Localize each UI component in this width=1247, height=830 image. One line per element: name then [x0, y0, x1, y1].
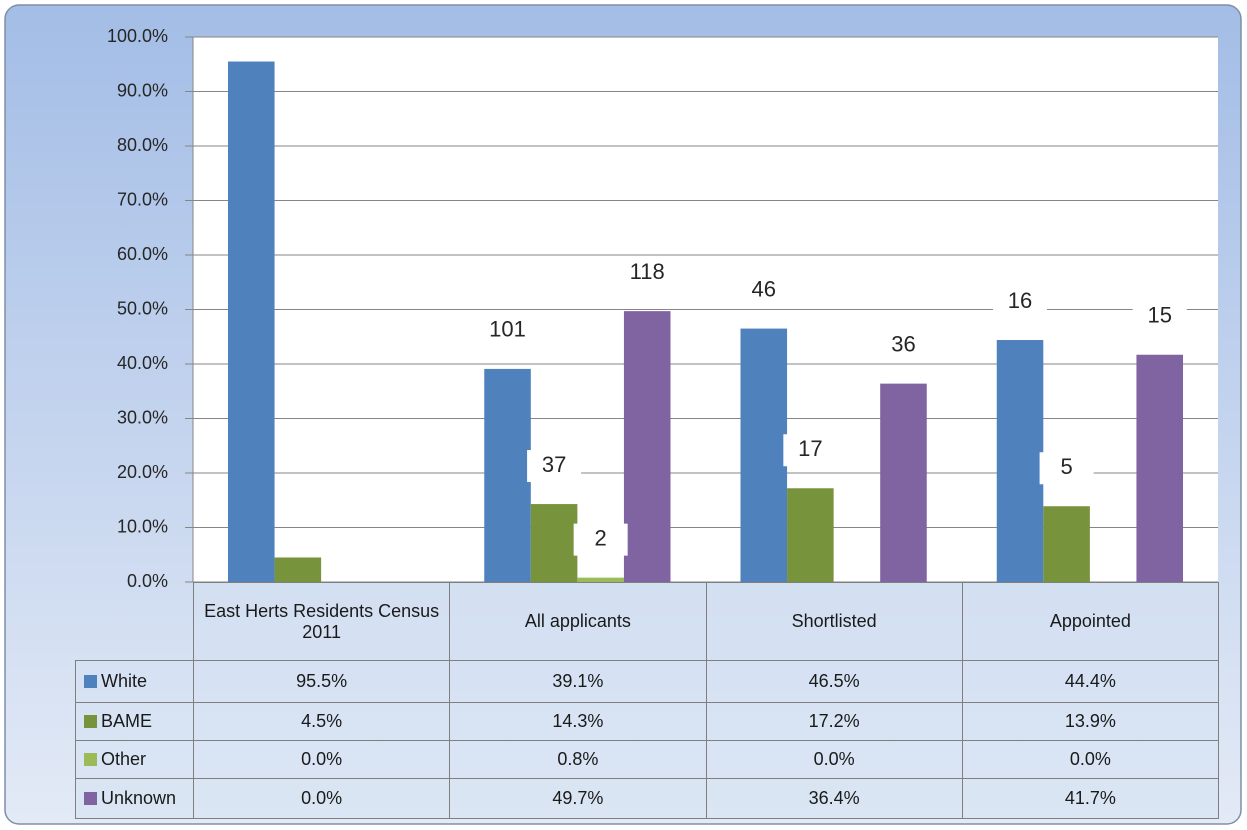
- data-label: 17: [798, 436, 822, 461]
- legend-cell: White: [75, 660, 194, 703]
- legend-swatch: [84, 753, 97, 766]
- series-row: Other 0.0% 0.8% 0.0% 0.0%: [75, 740, 1220, 779]
- value-cell: 49.7%: [449, 778, 707, 819]
- data-label: 37: [542, 452, 566, 477]
- category-cell: All applicants: [449, 582, 707, 661]
- value-cell: 0.0%: [192, 778, 451, 819]
- y-tick-label: 30.0%: [117, 407, 168, 427]
- value-cell: 36.4%: [705, 778, 963, 819]
- value-cell: 4.5%: [192, 702, 451, 741]
- value-cell: 41.7%: [961, 778, 1220, 819]
- legend-label: White: [101, 671, 148, 691]
- bar: [274, 557, 322, 582]
- bar: [740, 328, 788, 582]
- y-tick-label: 70.0%: [117, 189, 168, 209]
- data-label: 15: [1147, 303, 1171, 328]
- category-cell: Appointed: [961, 582, 1220, 661]
- data-label-bg: [573, 523, 628, 556]
- legend-label: Other: [101, 749, 147, 769]
- category-cell: Shortlisted: [705, 582, 963, 661]
- bar: [1043, 506, 1090, 582]
- legend-cell: BAME: [75, 702, 194, 741]
- y-tick-label: 80.0%: [117, 135, 168, 155]
- bar: [1136, 354, 1183, 582]
- data-label: 5: [1060, 454, 1072, 479]
- value-cell: 13.9%: [961, 702, 1220, 741]
- bar: [787, 488, 834, 582]
- data-label: 46: [752, 276, 776, 301]
- y-tick-label: 100.0%: [107, 26, 168, 46]
- bar: [530, 504, 578, 582]
- y-tick-label: 60.0%: [117, 244, 168, 264]
- data-label-bg: [993, 286, 1048, 319]
- legend-cell: Other: [75, 740, 194, 779]
- data-table: East Herts Residents Census 2011 All appl…: [75, 582, 1220, 819]
- y-tick-label: 40.0%: [117, 353, 168, 373]
- y-tick-label: 50.0%: [117, 298, 168, 318]
- bar: [996, 340, 1044, 582]
- series-row: White 95.5% 39.1% 46.5% 44.4%: [75, 660, 1220, 703]
- data-label-bg: [783, 434, 838, 467]
- legend-swatch: [84, 792, 97, 805]
- data-label-bg: [876, 329, 931, 362]
- value-cell: 0.0%: [961, 740, 1220, 779]
- data-label-bg: [1132, 300, 1187, 333]
- value-cell: 14.3%: [449, 702, 707, 741]
- value-cell: 0.0%: [192, 740, 451, 779]
- value-cell: 0.0%: [705, 740, 963, 779]
- value-cell: 46.5%: [705, 660, 963, 703]
- y-tick-label: 10.0%: [117, 516, 168, 536]
- data-label: 118: [630, 259, 665, 284]
- value-cell: 44.4%: [961, 660, 1220, 703]
- data-label-bg: [620, 257, 675, 290]
- bar: [228, 61, 275, 582]
- data-label: 36: [891, 331, 915, 356]
- legend-label: BAME: [101, 711, 153, 731]
- legend-swatch: [84, 715, 97, 728]
- bar: [484, 368, 531, 582]
- blank-cell: [76, 583, 194, 661]
- category-cell: East Herts Residents Census 2011: [192, 582, 451, 661]
- series-row: Unknown 0.0% 49.7% 36.4% 41.7%: [75, 778, 1220, 819]
- data-label-bg: [736, 274, 791, 307]
- bar: [623, 311, 671, 582]
- data-label-bg: [527, 450, 582, 483]
- legend-swatch: [84, 675, 97, 688]
- legend-cell: Unknown: [75, 778, 194, 819]
- value-cell: 95.5%: [192, 660, 451, 703]
- value-cell: 0.8%: [449, 740, 707, 779]
- data-label-bg: [480, 314, 535, 347]
- series-row: BAME 4.5% 14.3% 17.2% 13.9%: [75, 702, 1220, 741]
- legend-label: Unknown: [101, 788, 177, 808]
- value-cell: 17.2%: [705, 702, 963, 741]
- y-tick-label: 90.0%: [117, 80, 168, 100]
- data-label: 101: [489, 317, 526, 342]
- bar: [577, 577, 624, 582]
- data-label: 2: [595, 525, 607, 550]
- value-cell: 39.1%: [449, 660, 707, 703]
- y-tick-label: 0.0%: [127, 571, 168, 591]
- data-label: 16: [1008, 288, 1032, 313]
- bar: [880, 383, 927, 582]
- data-label-bg: [1039, 452, 1094, 485]
- y-tick-label: 20.0%: [117, 462, 168, 482]
- header-row: East Herts Residents Census 2011 All appl…: [76, 582, 1220, 661]
